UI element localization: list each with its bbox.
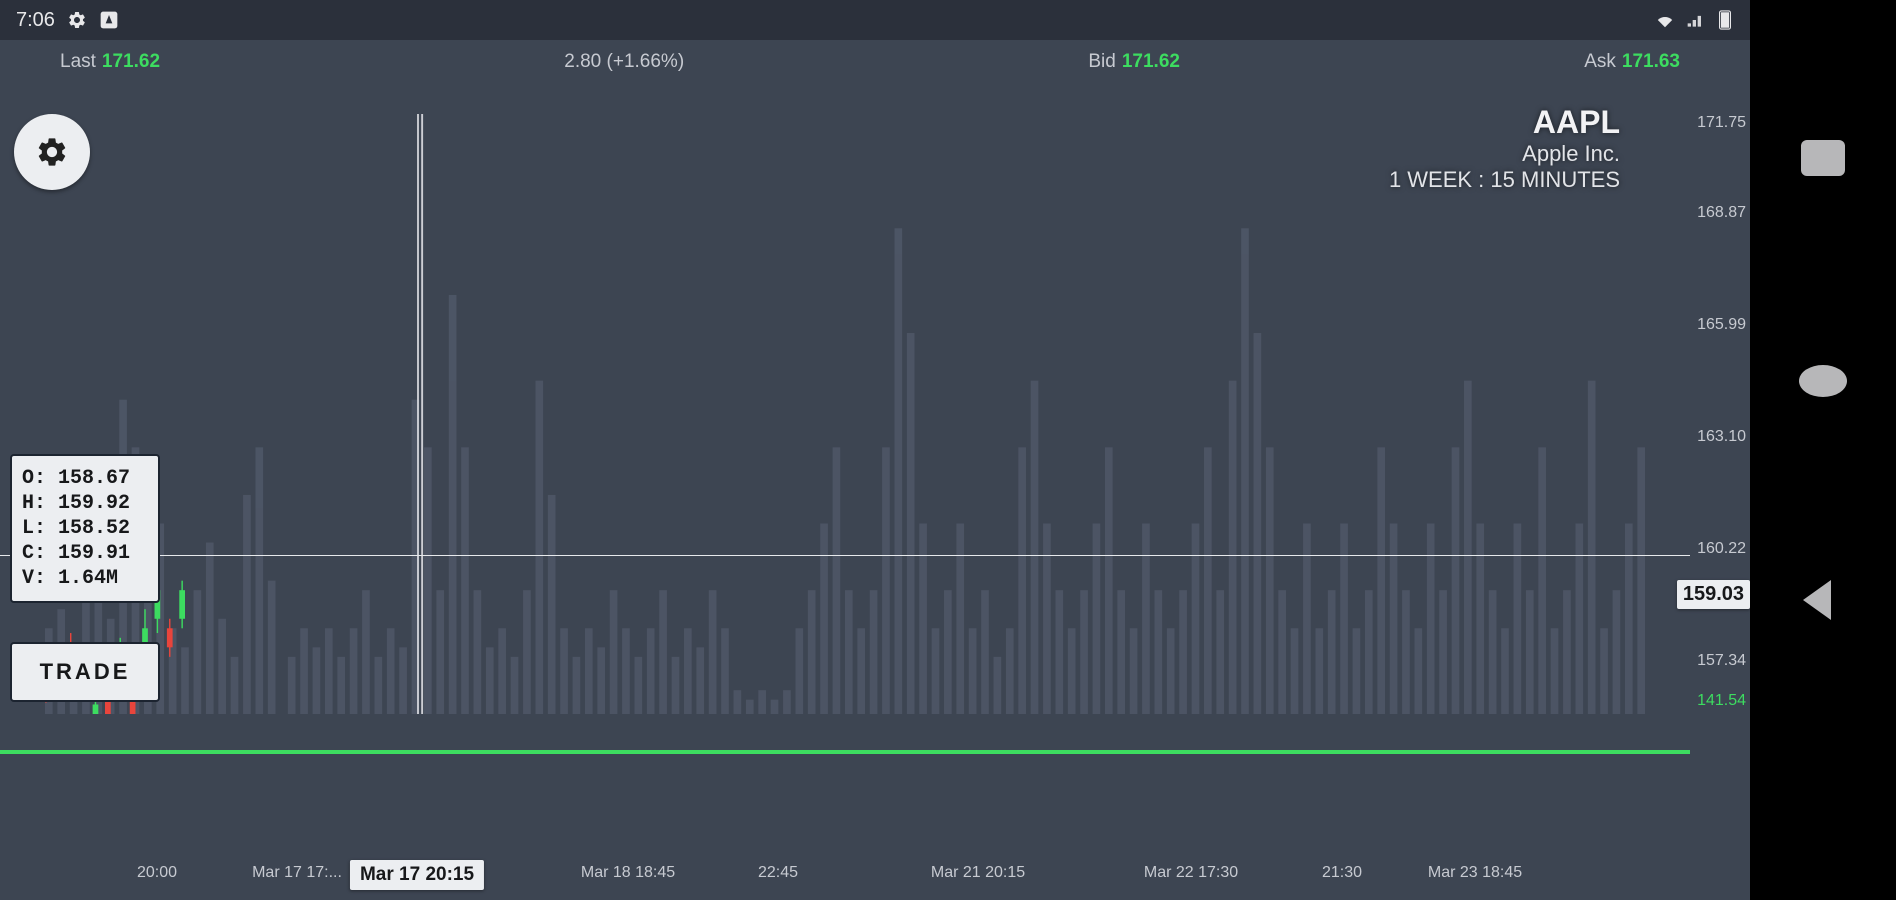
price-change-display: 2.80 (+1.66%) — [564, 51, 684, 73]
crosshair-vertical-line[interactable] — [417, 114, 419, 714]
info-close: C: 159.91 — [22, 541, 148, 566]
clock-text: 7:06 — [16, 9, 55, 32]
info-high: H: 159.92 — [22, 491, 148, 516]
price-tick-4: 160.22 — [1697, 540, 1746, 558]
time-tick-7: Mar 23 18:45 — [1428, 864, 1522, 882]
time-tick-5: Mar 22 17:30 — [1144, 864, 1238, 882]
status-bar-right — [1654, 10, 1734, 30]
volume-bars — [45, 228, 1645, 714]
price-tick-5: 157.34 — [1697, 652, 1746, 670]
time-tick-1: Mar 17 17:... — [252, 864, 342, 882]
ohlcv-info-box: O: 158.67 H: 159.92 L: 158.52 C: 159.91 … — [10, 454, 160, 603]
chart-settings-button[interactable] — [14, 114, 90, 190]
trading-app-window: 7:06 — [0, 0, 1750, 900]
status-bar: 7:06 — [0, 0, 1750, 40]
price-axis[interactable]: 171.75 168.87 165.99 163.10 160.22 159.0… — [1690, 114, 1750, 714]
price-tick-1: 168.87 — [1697, 204, 1746, 222]
settings-icon-small[interactable] — [67, 10, 87, 30]
time-tick-6: 21:30 — [1322, 864, 1362, 882]
ticker-interval-text: 1 WEEK : 15 MINUTES — [1389, 167, 1620, 193]
bid-price-display: Bid 171.62 — [1088, 51, 1180, 73]
price-tick-2: 165.99 — [1697, 316, 1746, 334]
horizontal-price-line[interactable] — [0, 555, 1690, 556]
price-tick-3: 163.10 — [1697, 428, 1746, 446]
trade-button[interactable]: TRADE — [10, 642, 160, 702]
price-tick-highlighted[interactable]: 159.03 — [1677, 580, 1750, 609]
back-button[interactable] — [1803, 580, 1831, 620]
ticker-symbol-text: AAPL — [1389, 104, 1620, 141]
time-tick-2: Mar 18 18:45 — [581, 864, 675, 882]
bottom-reference-band[interactable] — [0, 750, 1690, 754]
android-nav-bezel — [1750, 0, 1896, 900]
cellular-signal-icon — [1686, 11, 1706, 29]
phone-frame: 7:06 — [0, 0, 1896, 900]
info-low: L: 158.52 — [22, 516, 148, 541]
status-bar-left: 7:06 — [16, 9, 119, 32]
quote-bar: Last 171.62 2.80 (+1.66%) Bid 171.62 Ask 17… — [0, 40, 1750, 84]
home-button[interactable] — [1799, 365, 1847, 397]
ticker-company-name-text: Apple Inc. — [1389, 141, 1620, 167]
notification-icon[interactable] — [99, 10, 119, 30]
time-tick-0: 20:00 — [137, 864, 177, 882]
info-volume: V: 1.64M — [22, 566, 148, 591]
time-axis[interactable]: 20:00 Mar 17 17:... Mar 17 20:15 Mar 18 … — [0, 840, 1690, 900]
candlestick-chart-area[interactable]: AAPL Apple Inc. 1 WEEK : 15 MINUTES — [0, 84, 1750, 900]
price-tick-6: 141.54 — [1697, 692, 1746, 710]
time-tick-3: 22:45 — [758, 864, 798, 882]
candlestick-svg-plot[interactable] — [0, 114, 1690, 714]
ask-price-display: Ask 171.63 — [1584, 51, 1680, 73]
battery-icon — [1716, 10, 1734, 30]
time-tick-highlighted[interactable]: Mar 17 20:15 — [350, 860, 484, 890]
last-price-display: Last 171.62 — [60, 51, 160, 73]
recent-apps-button[interactable] — [1801, 140, 1845, 176]
price-tick-0: 171.75 — [1697, 114, 1746, 132]
wifi-icon — [1654, 11, 1676, 29]
info-open: O: 158.67 — [22, 466, 148, 491]
ticker-info-overlay: AAPL Apple Inc. 1 WEEK : 15 MINUTES — [1389, 104, 1620, 193]
time-tick-4: Mar 21 20:15 — [931, 864, 1025, 882]
